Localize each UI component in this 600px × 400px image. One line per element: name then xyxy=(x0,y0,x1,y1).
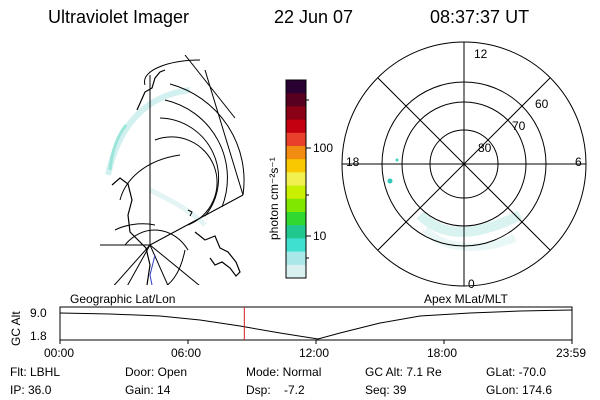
polar-label-12: 12 xyxy=(474,47,488,61)
status-glat: GLat: -70.0 xyxy=(486,365,547,379)
colorbar-segment xyxy=(286,93,306,107)
colorbar-tick-10: 10 xyxy=(313,229,327,243)
colorbar-segment xyxy=(286,132,306,147)
colorbar-segment xyxy=(286,264,306,279)
status-dsp: Dsp: -7.2 xyxy=(246,383,305,397)
polar-label-0: 0 xyxy=(468,277,475,291)
altitude-axis-label: GC Alt xyxy=(9,311,23,346)
status-seq: Seq: 39 xyxy=(365,383,407,397)
status-filter: Flt: LBHL xyxy=(10,365,61,379)
time-label: 08:37:37 UT xyxy=(430,7,530,27)
polar-lat-60: 60 xyxy=(535,97,549,111)
status-gain: Gain: 14 xyxy=(125,383,171,397)
status-door: Door: Open xyxy=(125,365,188,379)
altitude-min: 1.8 xyxy=(30,329,47,343)
x-tick-0600: 06:00 xyxy=(171,346,202,360)
colorbar-segment xyxy=(286,198,306,213)
status-mode: Mode: Normal xyxy=(246,365,322,379)
status-glon: GLon: 174.6 xyxy=(486,383,553,397)
polar-label-6: 6 xyxy=(575,155,582,169)
polar-lat-70: 70 xyxy=(512,119,526,133)
colorbar-segment xyxy=(286,119,306,134)
polar-lat-80: 80 xyxy=(478,141,492,155)
colorbar-segment xyxy=(286,238,306,253)
altitude-panel xyxy=(59,306,573,344)
x-tick-1800: 18:00 xyxy=(427,346,458,360)
colorbar-segment xyxy=(286,159,306,173)
instrument-title: Ultraviolet Imager xyxy=(48,7,190,27)
date-label: 22 Jun 07 xyxy=(274,7,354,27)
x-tick-1200: 12:00 xyxy=(299,346,330,360)
x-tick-2359: 23:59 xyxy=(556,346,587,360)
colorbar-unit-label: photon cm⁻²s⁻¹ xyxy=(267,157,281,240)
colorbar-segment xyxy=(286,146,306,160)
colorbar-tick-100: 100 xyxy=(313,141,334,155)
colorbar-segment xyxy=(286,106,306,121)
colorbar-segment xyxy=(286,212,306,226)
status-gc-alt: GC Alt: 7.1 Re xyxy=(365,365,442,379)
colorbar-segment xyxy=(286,172,306,187)
x-tick-0000: 00:00 xyxy=(44,346,75,360)
colorbar xyxy=(285,79,311,279)
geographic-map xyxy=(100,55,245,285)
colorbar-segment xyxy=(286,185,306,200)
status-ip: IP: 36.0 xyxy=(10,383,52,397)
altitude-max: 9.0 xyxy=(30,306,47,320)
colorbar-segment xyxy=(286,80,306,94)
colorbar-segment xyxy=(286,225,306,239)
polar-plot xyxy=(341,41,587,287)
geographic-caption: Geographic Lat/Lon xyxy=(70,292,176,306)
colorbar-segment xyxy=(286,251,306,266)
polar-label-18: 18 xyxy=(346,155,360,169)
apex-caption: Apex MLat/MLT xyxy=(424,292,508,306)
